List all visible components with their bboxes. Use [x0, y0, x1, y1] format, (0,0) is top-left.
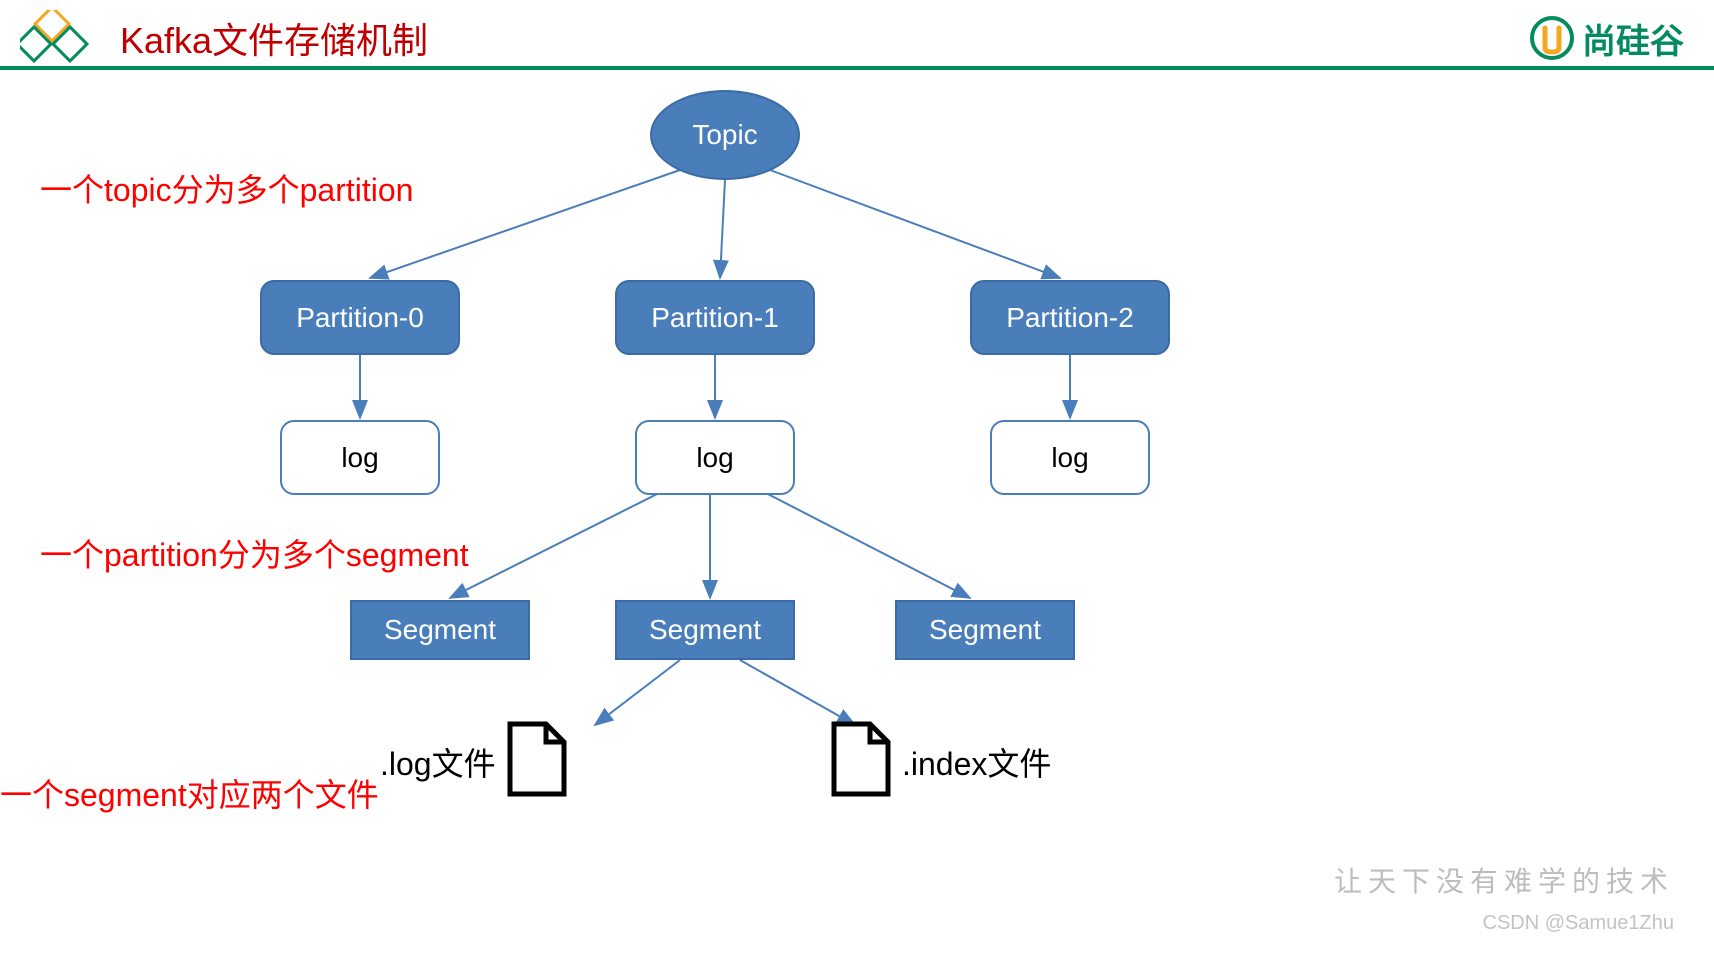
partition-node-1: Partition-1 — [615, 280, 815, 355]
arrow-8 — [760, 490, 970, 598]
segment-node-1: Segment — [615, 600, 795, 660]
partition-node-0: Partition-0 — [260, 280, 460, 355]
arrow-9 — [595, 660, 680, 725]
segment-node-0: Segment — [350, 600, 530, 660]
file-group-1: .index文件 — [830, 720, 1051, 803]
arrow-2 — [770, 170, 1060, 278]
annotation-2: 一个segment对应两个文件 — [0, 770, 379, 816]
logo-icon — [20, 10, 90, 66]
log-node-1: log — [635, 420, 795, 495]
segment-node-2: Segment — [895, 600, 1075, 660]
log-node-0: log — [280, 420, 440, 495]
file-label-1: .index文件 — [902, 739, 1051, 785]
arrow-0 — [370, 170, 680, 278]
brand-text: 尚硅谷 — [1582, 14, 1684, 63]
arrow-1 — [720, 180, 725, 278]
brand: 尚硅谷 — [1530, 14, 1684, 63]
file-label-0: .log文件 — [380, 739, 496, 785]
header-left: Kafka文件存储机制 — [20, 10, 428, 66]
partition-node-2: Partition-2 — [970, 280, 1170, 355]
arrow-6 — [450, 490, 665, 598]
annotation-1: 一个partition分为多个segment — [40, 530, 469, 576]
watermark-slogan: 让天下没有难学的技术 — [1334, 860, 1674, 900]
topic-node: Topic — [650, 90, 800, 180]
arrow-10 — [740, 660, 855, 725]
watermark-csdn: CSDN @Samue1Zhu — [1483, 912, 1674, 935]
log-node-2: log — [990, 420, 1150, 495]
diagram-area: Topic Partition-0 Partition-1 Partition-2 lo… — [0, 70, 1714, 960]
page-title: Kafka文件存储机制 — [120, 12, 428, 64]
header: Kafka文件存储机制 尚硅谷 — [0, 0, 1714, 70]
annotation-0: 一个topic分为多个partition — [40, 165, 413, 211]
file-group-0: .log文件 — [380, 720, 568, 803]
file-icon — [830, 720, 892, 803]
brand-icon — [1530, 16, 1574, 60]
file-icon — [506, 720, 568, 803]
